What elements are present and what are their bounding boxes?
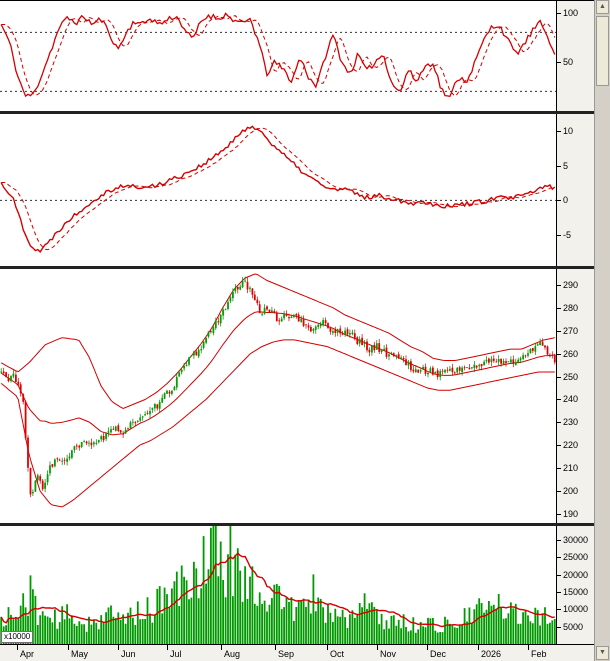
x-tick [68, 645, 69, 650]
y-tick [557, 285, 561, 286]
x-tick-label: Sep [278, 649, 295, 659]
volume-unit-label: x10000 [1, 631, 34, 643]
price-chart[interactable] [0, 269, 556, 523]
x-axis: Apr May Jun Jul Aug Sep Oct Nov Dec 2026 Feb [0, 644, 594, 661]
y-tick-label: 30000 [563, 535, 589, 545]
chart-top-border [0, 0, 594, 1]
x-tick-label: Apr [20, 649, 35, 659]
y-tick [557, 540, 561, 541]
y-tick-label: 210 [563, 463, 579, 473]
y-tick-label: 10000 [563, 604, 589, 614]
y-tick [557, 514, 561, 515]
x-tick-label: Dec [430, 649, 447, 659]
y-tick [557, 354, 561, 355]
price-y-axis: 290 280 270 260 250 240 230 220 210 200 190 [557, 269, 594, 523]
macd-plot-container[interactable] [0, 114, 557, 266]
volume-chart[interactable] [0, 526, 556, 644]
stochastic-panel: 100 50 [0, 1, 594, 111]
y-tick [557, 609, 561, 610]
y-tick [557, 468, 561, 469]
y-tick-label: 5 [563, 161, 569, 171]
y-tick [557, 13, 561, 14]
x-tick-label: Feb [531, 649, 547, 659]
y-tick-label: 15000 [563, 587, 589, 597]
stochastic-chart[interactable] [0, 1, 556, 111]
y-tick-label: 100 [563, 8, 579, 18]
y-tick [557, 491, 561, 492]
x-tick [528, 645, 529, 650]
y-tick-label: 250 [563, 372, 579, 382]
y-tick [557, 399, 561, 400]
y-tick [557, 627, 561, 628]
x-tick [377, 645, 378, 650]
stochastic-y-axis: 100 50 [557, 1, 594, 111]
x-tick-label: Oct [330, 649, 345, 659]
macd-panel: 10 5 0 -5 [0, 114, 594, 266]
price-plot-container[interactable] [0, 269, 557, 523]
y-tick [557, 200, 561, 201]
x-tick-label: May [71, 649, 89, 659]
stochastic-plot-container[interactable] [0, 1, 557, 111]
y-tick [557, 331, 561, 332]
x-tick-label: Nov [380, 649, 397, 659]
y-tick-label: 280 [563, 303, 579, 313]
scroll-up-button[interactable]: ▲ [596, 0, 609, 14]
volume-plot-container[interactable] [0, 526, 557, 644]
y-tick [557, 235, 561, 236]
y-tick-label: 0 [563, 195, 569, 205]
y-tick-label: 260 [563, 349, 579, 359]
y-tick-label: 220 [563, 440, 579, 450]
x-tick [17, 645, 18, 650]
panel-splitter[interactable] [0, 523, 594, 526]
y-tick [557, 557, 561, 558]
y-tick [557, 445, 561, 446]
price-panel: 290 280 270 260 250 240 230 220 210 200 190 [0, 269, 594, 523]
x-tick [167, 645, 168, 650]
x-tick [327, 645, 328, 650]
x-tick [118, 645, 119, 650]
y-tick-label: 230 [563, 417, 579, 427]
y-tick [557, 62, 561, 63]
x-tick [427, 645, 428, 650]
volume-y-axis: 30000 25000 20000 15000 10000 5000 [557, 526, 594, 644]
scroll-down-button[interactable]: ▼ [596, 646, 609, 660]
y-tick [557, 592, 561, 593]
y-tick-label: 290 [563, 280, 579, 290]
scroll-down-icon: ▼ [599, 649, 606, 656]
vertical-scrollbar[interactable]: ▲ ▼ [594, 0, 610, 661]
y-tick [557, 575, 561, 576]
x-tick [478, 645, 479, 650]
panel-splitter[interactable] [0, 266, 594, 269]
scroll-thumb[interactable] [596, 16, 609, 86]
x-tick-label: 2026 [481, 649, 502, 659]
y-tick-label: 200 [563, 486, 579, 496]
x-tick-label: Jul [170, 649, 182, 659]
y-tick [557, 131, 561, 132]
y-tick-label: 50 [563, 57, 574, 67]
x-tick [275, 645, 276, 650]
y-tick-label: 10 [563, 126, 574, 136]
y-tick-label: 20000 [563, 570, 589, 580]
y-tick-label: 190 [563, 509, 579, 519]
y-tick [557, 166, 561, 167]
macd-y-axis: 10 5 0 -5 [557, 114, 594, 266]
y-tick-label: -5 [563, 230, 572, 240]
volume-panel: 30000 25000 20000 15000 10000 5000 x10000 [0, 526, 594, 644]
x-tick-label: Jun [121, 649, 136, 659]
y-tick [557, 377, 561, 378]
scroll-up-icon: ▲ [599, 3, 606, 10]
y-tick-label: 270 [563, 326, 579, 336]
macd-chart[interactable] [0, 114, 556, 266]
x-tick [221, 645, 222, 650]
x-tick-label: Aug [224, 649, 241, 659]
y-tick-label: 25000 [563, 552, 589, 562]
panel-splitter[interactable] [0, 111, 594, 114]
y-tick [557, 422, 561, 423]
y-tick-label: 240 [563, 394, 579, 404]
y-tick [557, 308, 561, 309]
y-tick-label: 5000 [563, 622, 584, 632]
